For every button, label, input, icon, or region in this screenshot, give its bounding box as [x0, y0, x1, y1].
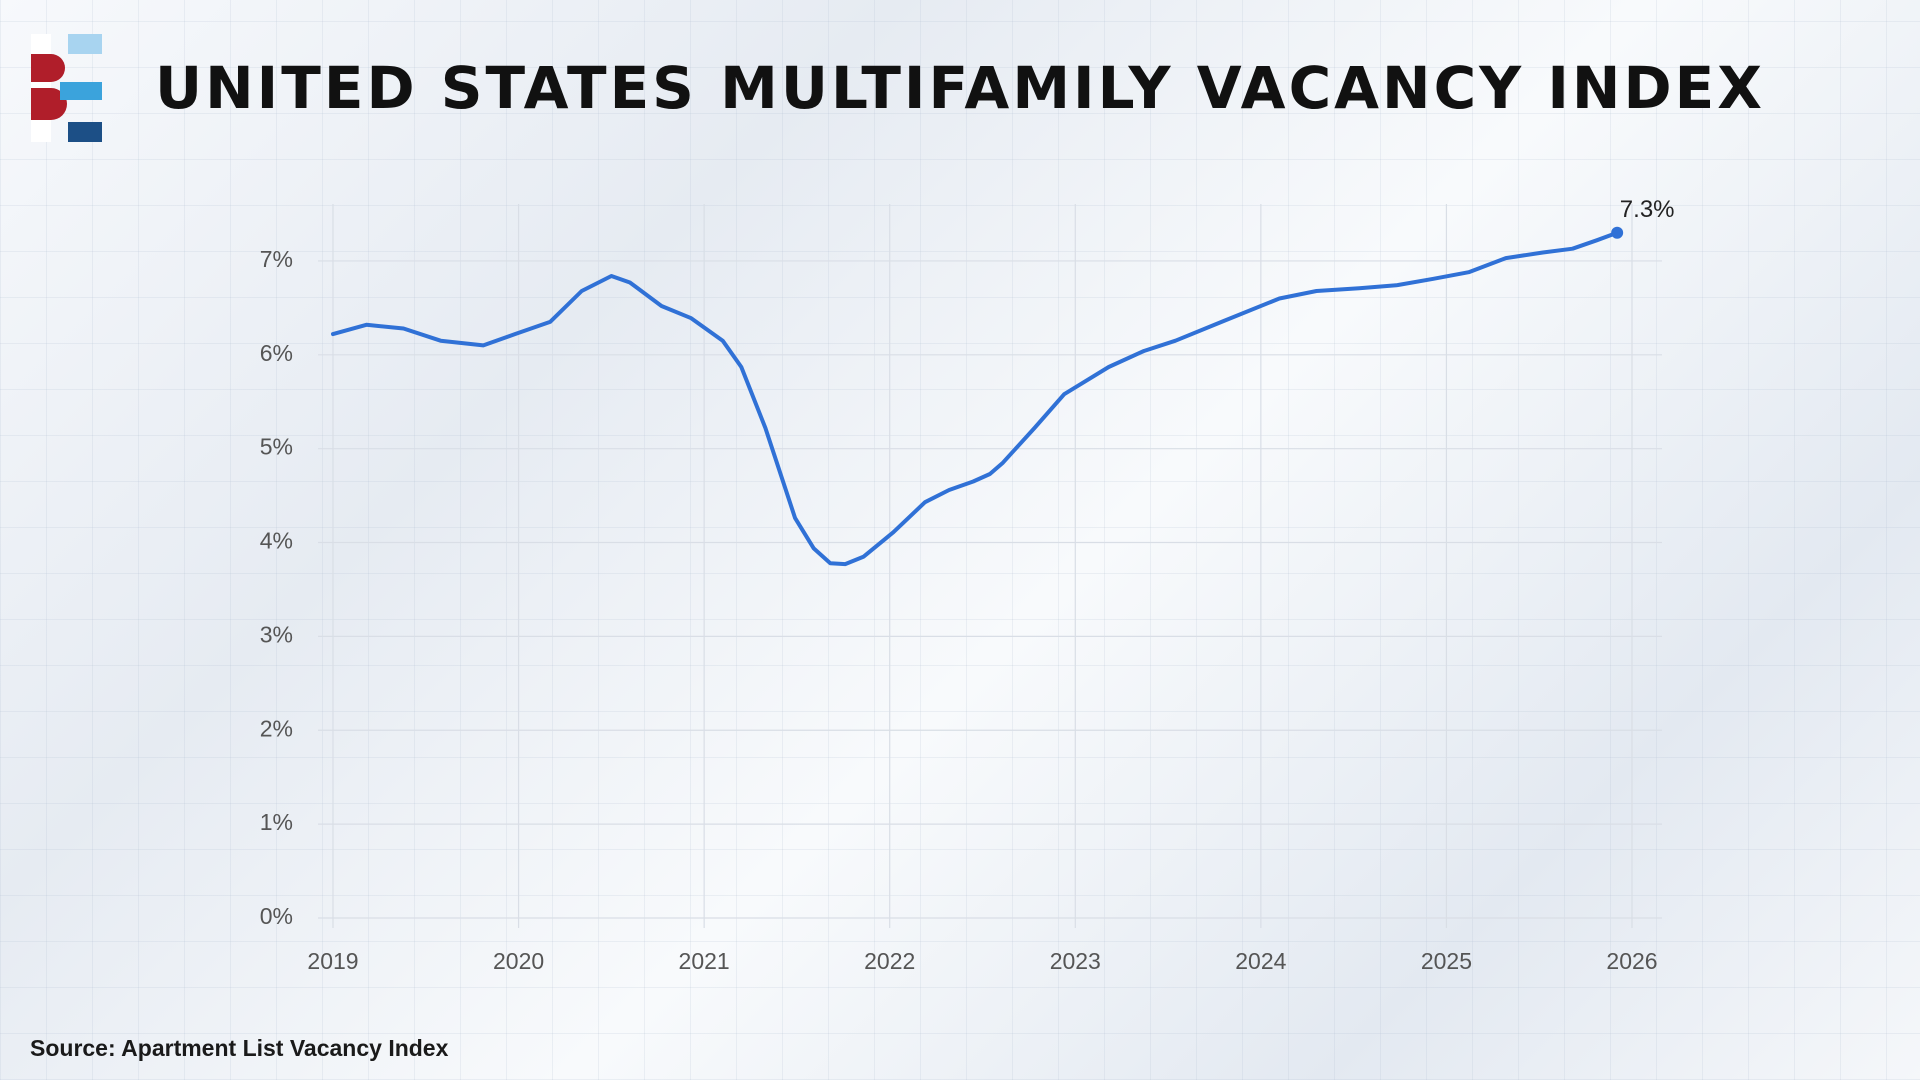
x-tick-label: 2025	[1421, 948, 1472, 974]
x-tick-label: 2022	[864, 948, 915, 974]
x-tick-label: 2026	[1606, 948, 1657, 974]
x-tick-label: 2023	[1050, 948, 1101, 974]
y-tick-label: 4%	[260, 528, 293, 554]
y-tick-label: 2%	[260, 715, 293, 741]
x-tick-label: 2021	[679, 948, 730, 974]
y-tick-label: 6%	[260, 340, 293, 366]
x-tick-label: 2019	[307, 948, 358, 974]
data-line	[331, 230, 1620, 567]
chart-title: UNITED STATES MULTIFAMILY VACANCY INDEX	[155, 54, 1765, 122]
y-tick-label: 5%	[260, 434, 293, 460]
y-tick-label: 1%	[260, 809, 293, 835]
data-point	[1611, 226, 1624, 239]
plot-area: 0% 1% 2% 3% 4% 5% 6% 7% 2019 2020 2021 2022 2023 2024…	[260, 196, 1675, 974]
x-tick-label: 2020	[493, 948, 544, 974]
y-tick-label: 0%	[260, 903, 293, 929]
source-note: Source: Apartment List Vacancy Index	[30, 1035, 449, 1061]
y-tick-label: 3%	[260, 621, 293, 647]
logo	[31, 34, 102, 142]
data-label: 7.3%	[1620, 196, 1675, 223]
y-tick-label: 7%	[260, 246, 293, 272]
x-tick-label: 2024	[1235, 948, 1286, 974]
